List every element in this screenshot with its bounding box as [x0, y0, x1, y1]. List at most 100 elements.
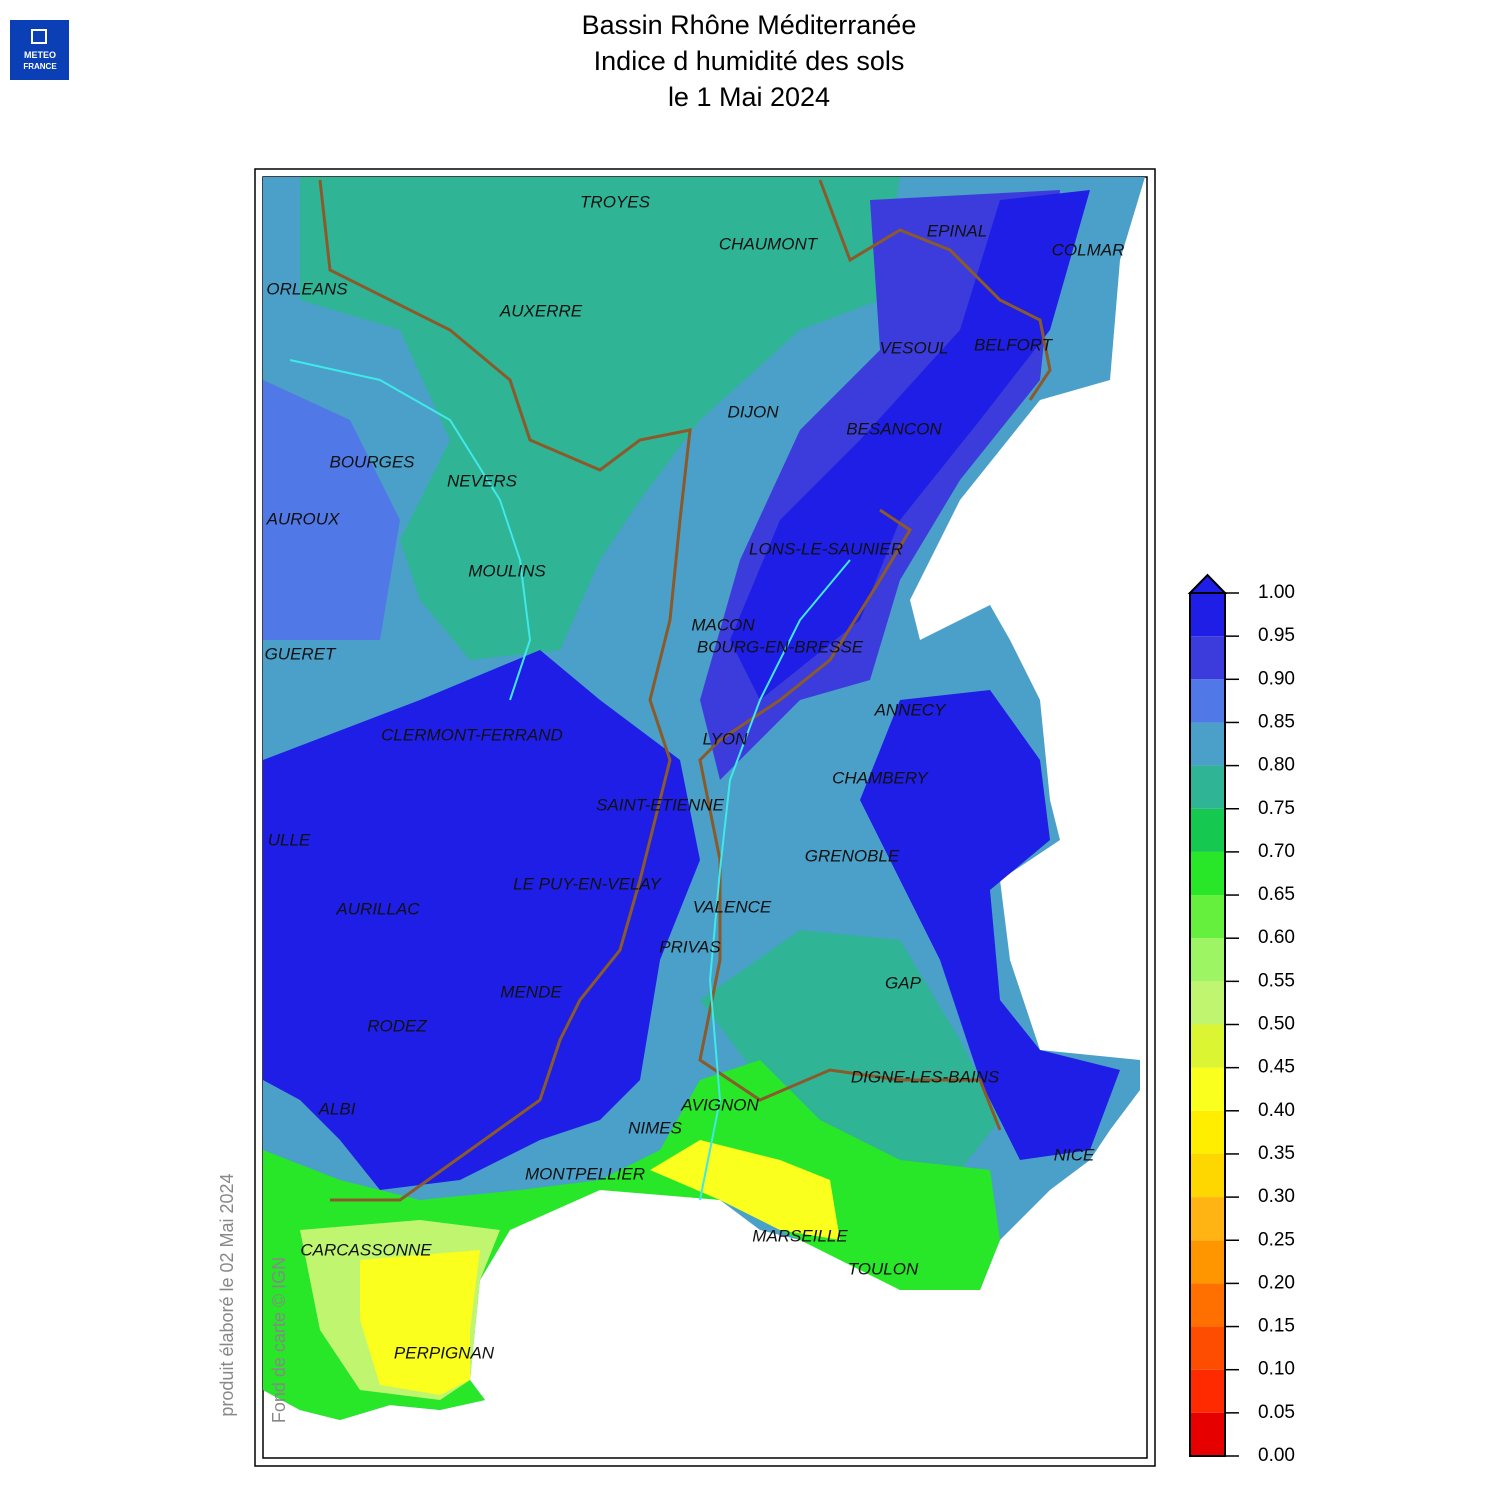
city-label: BOURG-EN-BRESSE — [697, 637, 864, 656]
city-label: MENDE — [500, 982, 562, 1001]
colorbar-tick-label: 0.30 — [1258, 1186, 1295, 1207]
colorbar-tick-label: 0.40 — [1258, 1100, 1295, 1121]
colorbar-tick-label: 0.70 — [1258, 841, 1295, 862]
city-label: ANNECY — [874, 700, 948, 719]
city-label: NEVERS — [447, 471, 518, 490]
city-label: DIGNE-LES-BAINS — [851, 1067, 1000, 1086]
zone-darkblue — [730, 190, 1090, 700]
city-labels: TROYES CHAUMONT EPINAL COLMAR ORLEANS AUXERRE… — [265, 192, 1125, 1362]
colorbar-tick-label: 1.00 — [1258, 582, 1295, 603]
logo: METEO FRANCE — [10, 20, 69, 80]
city-label: NICE — [1054, 1145, 1095, 1164]
city-label: ORLEANS — [266, 279, 348, 298]
zone-yellow — [360, 1250, 480, 1395]
colorbar-tick-label: 0.80 — [1258, 755, 1295, 776]
city-label: EPINAL — [927, 221, 987, 240]
colorbar-tick-label: 0.45 — [1258, 1057, 1295, 1078]
colorbar-segment — [1190, 636, 1225, 680]
colorbar-tick-label: 0.20 — [1258, 1272, 1295, 1293]
city-label: CHAMBERY — [832, 768, 929, 787]
city-label: GUERET — [265, 644, 337, 663]
colorbar-segment — [1190, 1197, 1225, 1241]
colorbar-tick-label: 0.95 — [1258, 625, 1295, 646]
colorbar-segment — [1190, 938, 1225, 982]
colorbar-tick-label: 0.65 — [1258, 884, 1295, 905]
city-label: TROYES — [580, 192, 651, 211]
zone-darkblue — [263, 650, 700, 1190]
colorbar-segment — [1190, 1240, 1225, 1284]
city-label: VESOUL — [880, 338, 949, 357]
colorbar-segment — [1190, 808, 1225, 852]
border — [818, 179, 1052, 401]
city-label: CLERMONT-FERRAND — [381, 725, 563, 744]
city-label: VALENCE — [693, 897, 772, 916]
colorbar: 0.00 0.05 0.10 0.15 0.20 0.25 0.30 0.35 0.40 0.45… — [1187, 573, 1295, 1466]
colorbar-segment — [1190, 895, 1225, 939]
colorbar-tick-label: 0.25 — [1258, 1229, 1295, 1250]
map — [263, 177, 1145, 1420]
city-label: COLMAR — [1052, 240, 1125, 259]
colorbar-segment — [1190, 722, 1225, 766]
city-label: GAP — [885, 973, 922, 992]
city-label: ALBI — [318, 1099, 356, 1118]
title: Indice d humidité des sols — [594, 46, 905, 76]
city-label: DIJON — [728, 402, 780, 421]
colorbar-tick-label: 0.75 — [1258, 798, 1295, 819]
zone-darkblue — [860, 690, 1120, 1160]
logo-text: FRANCE — [23, 62, 57, 71]
colorbar-tick-label: 0.90 — [1258, 668, 1295, 689]
city-label: TOULON — [848, 1259, 919, 1278]
colorbar-segment — [1190, 1326, 1225, 1370]
city-label: MACON — [691, 615, 755, 634]
colorbar-tick-label: 0.05 — [1258, 1402, 1295, 1423]
zone-teal — [700, 930, 1000, 1170]
colorbar-segment — [1190, 1024, 1225, 1068]
city-label: MOULINS — [468, 561, 546, 580]
zone-blue — [263, 380, 400, 640]
border — [698, 508, 1002, 1131]
colorbar-tick-label: 0.60 — [1258, 927, 1295, 948]
city-label: MONTPELLIER — [525, 1164, 645, 1183]
colorbar-segment — [1190, 981, 1225, 1025]
city-label: PRIVAS — [659, 937, 721, 956]
colorbar-segment — [1190, 1412, 1225, 1456]
city-label: BELFORT — [974, 335, 1054, 354]
colorbar-segment — [1190, 593, 1225, 637]
colorbar-tick-label: 0.55 — [1258, 970, 1295, 991]
title: Bassin Rhône Méditerranée — [582, 10, 917, 40]
river — [699, 559, 851, 1201]
colorbar-tick-label: 0.00 — [1258, 1445, 1295, 1466]
city-label: GRENOBLE — [805, 846, 900, 865]
zone-yellow — [650, 1140, 840, 1240]
colorbar-tick-label: 0.15 — [1258, 1316, 1295, 1337]
title: le 1 Mai 2024 — [668, 82, 830, 112]
city-label: PERPIGNAN — [394, 1343, 495, 1362]
city-label: CARCASSONNE — [300, 1240, 432, 1259]
credit: produit élaboré le 02 Mai 2024 — [217, 1173, 237, 1416]
city-label: ULLE — [268, 830, 311, 849]
colorbar-segment — [1190, 765, 1225, 809]
colorbar-segment — [1190, 1153, 1225, 1198]
colorbar-segment — [1190, 679, 1225, 723]
city-label: AURILLAC — [335, 899, 420, 918]
river — [289, 359, 532, 701]
city-label: AVIGNON — [680, 1095, 759, 1114]
colorbar-extend — [1187, 573, 1228, 594]
colorbar-segment — [1190, 851, 1225, 896]
city-label: BOURGES — [329, 452, 415, 471]
city-label: SAINT-ETIENNE — [596, 795, 725, 814]
city-label: BESANCON — [846, 419, 942, 438]
city-label: NIMES — [628, 1118, 683, 1137]
colorbar-tick-label: 0.10 — [1258, 1359, 1295, 1380]
city-label: LE PUY-EN-VELAY — [513, 874, 662, 893]
city-label: LONS-LE-SAUNIER — [749, 539, 903, 558]
logo-text: METEO — [24, 50, 56, 60]
logo-icon — [31, 29, 47, 44]
city-label: CHAUMONT — [719, 234, 819, 253]
colorbar-tick-label: 0.50 — [1258, 1014, 1295, 1035]
city-label: RODEZ — [367, 1016, 427, 1035]
city-label: LYON — [703, 729, 748, 748]
credit: Fond de carte © IGN — [269, 1257, 289, 1423]
colorbar-tick-label: 0.35 — [1258, 1143, 1295, 1164]
